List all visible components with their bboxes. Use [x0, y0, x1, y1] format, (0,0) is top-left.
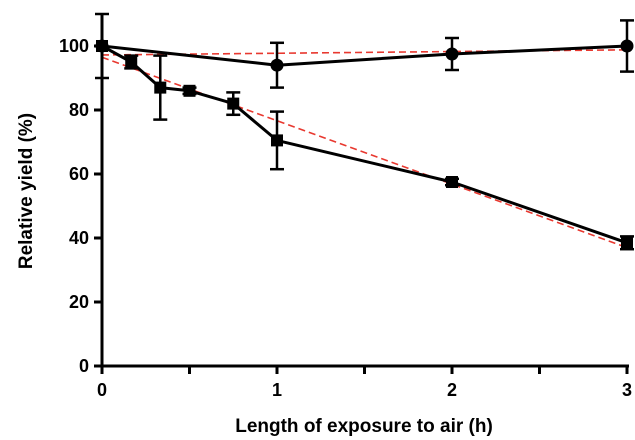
data-point-square: [183, 84, 196, 97]
y-tick-label: 60: [69, 164, 89, 184]
y-tick-label: 20: [69, 292, 89, 312]
data-point-circle: [620, 39, 634, 53]
data-point-square: [271, 134, 283, 147]
y-tick-label: 40: [69, 228, 89, 248]
series-group: [95, 12, 634, 251]
data-point-square: [621, 236, 633, 249]
data-point-square: [227, 97, 240, 110]
data-point-square: [154, 81, 167, 94]
x-tick-label: 1: [272, 380, 282, 400]
series-circle: [95, 19, 634, 89]
data-point-square: [446, 176, 458, 188]
y-tick-label: 100: [59, 36, 89, 56]
fit-lines: [101, 49, 628, 249]
data-point-circle: [270, 58, 284, 72]
data-point-circle: [445, 47, 459, 61]
y-tick-label: 0: [79, 356, 89, 376]
y-axis-title: Relative yield (%): [16, 113, 37, 269]
series-line: [101, 44, 628, 67]
x-axis-title: Length of exposure to air (h): [235, 416, 493, 437]
x-tick-label: 2: [447, 380, 457, 400]
data-point-square: [125, 56, 138, 68]
fit-line: [101, 56, 628, 249]
x-tick-label: 3: [622, 380, 632, 400]
x-tick-label: 0: [97, 380, 107, 400]
y-tick-label: 80: [69, 100, 89, 120]
series-line: [101, 44, 628, 245]
axes: 0 20 40 60 80 100 0 1 2 3: [59, 14, 632, 400]
